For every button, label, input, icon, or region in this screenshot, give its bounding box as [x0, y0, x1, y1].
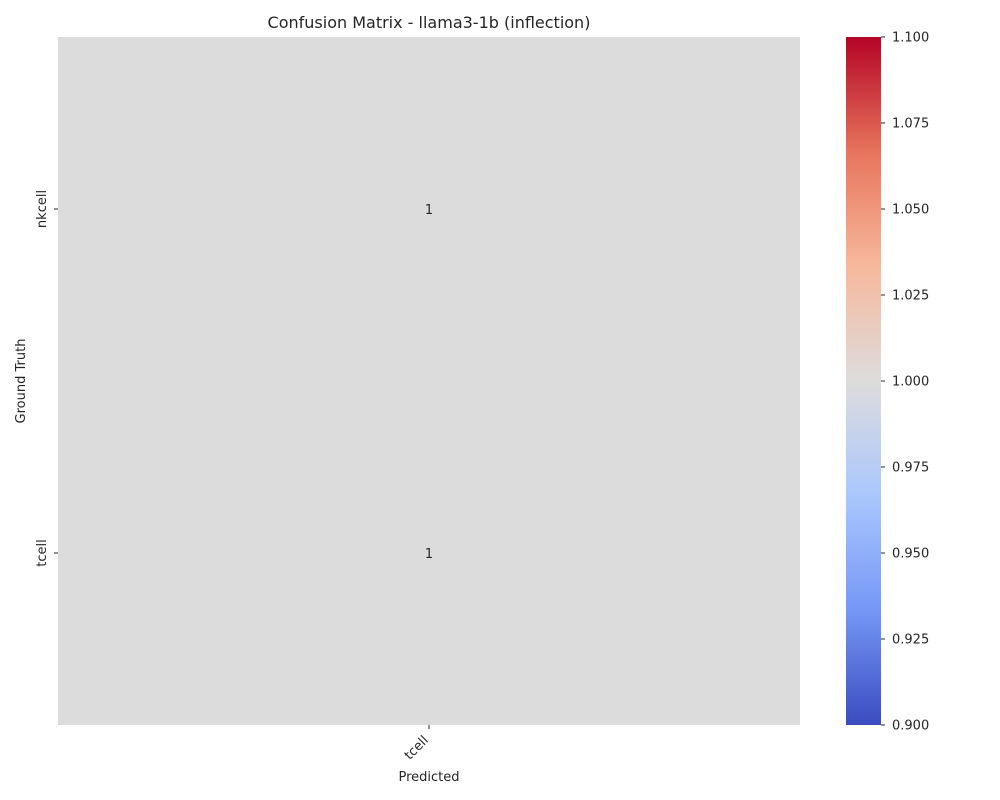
y-tick-label: tcell [35, 539, 50, 566]
y-tick-label: nkcell [35, 190, 50, 228]
y-axis-label: Ground Truth [14, 339, 29, 424]
colorbar-tick-label: 1.075 [892, 117, 929, 132]
colorbar-tick-label: 1.100 [892, 31, 929, 46]
x-tick-label: tcell [402, 733, 432, 763]
colorbar-tick-label: 1.050 [892, 203, 929, 218]
colorbar-tick-label: 0.900 [892, 719, 929, 734]
chart-title: Confusion Matrix - llama3-1b (inflection… [268, 13, 591, 32]
cell-value-label: 1 [425, 203, 433, 218]
colorbar-tick-label: 1.025 [892, 289, 929, 304]
heatmap-cell [58, 37, 800, 381]
y-axis-ticks: nkcell tcell [35, 190, 58, 567]
x-axis-ticks: tcell [402, 725, 432, 763]
colorbar [846, 37, 881, 725]
heatmap-cells [58, 37, 800, 725]
colorbar-tick-label: 0.950 [892, 547, 929, 562]
colorbar-tick-label: 0.975 [892, 461, 929, 476]
cell-value-label: 1 [425, 547, 433, 562]
colorbar-tick-label: 0.925 [892, 633, 929, 648]
cell-annotations: 11 [425, 203, 433, 562]
x-axis-label: Predicted [398, 770, 459, 785]
heatmap-cell [58, 381, 800, 725]
colorbar-ticks: 0.900 0.925 0.950 0.975 1.000 1.025 1.050 1.075… [881, 31, 929, 734]
colorbar-tick-label: 1.000 [892, 375, 929, 390]
